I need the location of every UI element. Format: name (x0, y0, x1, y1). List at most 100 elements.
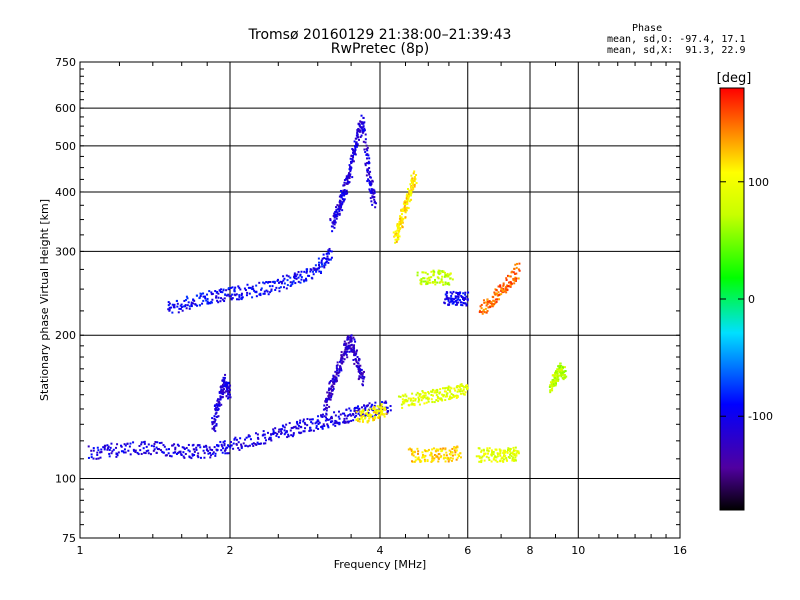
echo-point (430, 454, 433, 457)
echo-point (495, 289, 498, 292)
echo-point (272, 280, 275, 283)
echo-point (449, 272, 452, 275)
echo-point (358, 375, 361, 378)
echo-point (392, 231, 395, 234)
echo-point (362, 412, 365, 415)
echo-point (456, 295, 459, 298)
echo-point (416, 458, 419, 461)
echo-point (507, 447, 510, 450)
echo-point (426, 396, 429, 399)
echo-point (302, 420, 305, 423)
echo-point (199, 446, 202, 449)
echo-point (481, 312, 484, 315)
echo-point (328, 418, 331, 421)
colorbar-tick-label: 100 (748, 176, 769, 189)
echo-point (333, 380, 336, 383)
echo-point (228, 388, 231, 391)
echo-point (414, 459, 417, 462)
echo-point (428, 279, 431, 282)
echo-point (369, 413, 372, 416)
echo-point (452, 394, 455, 397)
echo-point (353, 409, 356, 412)
echo-point (450, 392, 453, 395)
echo-point (517, 277, 520, 280)
echo-point (224, 452, 227, 455)
chart-title: Tromsø 20160129 21:38:00–21:39:43 (248, 27, 512, 43)
echo-point (334, 414, 337, 417)
echo-point (321, 426, 324, 429)
echo-point (346, 335, 349, 338)
echo-point (351, 160, 354, 163)
echo-point (345, 178, 348, 181)
echo-point (366, 420, 369, 423)
echo-point (254, 291, 257, 294)
echo-point (357, 369, 360, 372)
echo-point (327, 389, 330, 392)
echo-point (320, 414, 323, 417)
echo-point (432, 269, 435, 272)
echo-point (223, 442, 226, 445)
echo-point (214, 404, 217, 407)
echo-point (440, 398, 443, 401)
echo-point (345, 192, 348, 195)
echo-point (347, 337, 350, 340)
echo-point (283, 282, 286, 285)
echo-point (443, 456, 446, 459)
echo-point (355, 414, 358, 417)
echo-point (318, 265, 321, 268)
echo-point (350, 350, 353, 353)
echo-point (246, 283, 249, 286)
echo-point (230, 297, 233, 300)
echo-point (413, 185, 416, 188)
echo-point (443, 301, 446, 304)
echo-point (352, 150, 355, 153)
echo-point (229, 396, 232, 399)
echo-point (401, 210, 404, 213)
echo-point (144, 452, 147, 455)
echo-point (560, 372, 563, 375)
echo-point (225, 381, 228, 384)
echo-point (155, 451, 158, 454)
echo-point (346, 180, 349, 183)
echo-point (341, 357, 344, 360)
echo-point (225, 385, 228, 388)
echo-point (459, 392, 462, 395)
echo-point (496, 455, 499, 458)
echo-point (214, 454, 217, 457)
echo-point (562, 377, 565, 380)
echo-point (264, 439, 267, 442)
echo-point (503, 449, 506, 452)
echo-point (339, 208, 342, 211)
echo-point (499, 454, 502, 457)
echo-point (373, 198, 376, 201)
echo-point (208, 446, 211, 449)
echo-point (448, 301, 451, 304)
echo-point (444, 283, 447, 286)
echo-point (190, 457, 193, 460)
echo-point (353, 150, 356, 153)
echo-point (397, 233, 400, 236)
echo-point (354, 340, 357, 343)
echo-point (360, 122, 363, 125)
echo-point (226, 388, 229, 391)
echo-point (123, 448, 126, 451)
echo-point (297, 427, 300, 430)
echo-point (447, 457, 450, 460)
echo-point (227, 452, 230, 455)
echo-point (405, 198, 408, 201)
echo-point (556, 375, 559, 378)
echo-point (334, 419, 337, 422)
echo-point (171, 303, 174, 306)
echo-point (361, 372, 364, 375)
echo-point (247, 445, 250, 448)
echo-point (188, 456, 191, 459)
echo-point (247, 286, 250, 289)
echo-point (340, 351, 343, 354)
echo-point (353, 407, 356, 410)
echo-point (362, 125, 365, 128)
echo-point (115, 455, 118, 458)
echo-point (167, 301, 170, 304)
echo-point (483, 452, 486, 455)
echo-point (374, 206, 377, 209)
echo-point (490, 454, 493, 457)
